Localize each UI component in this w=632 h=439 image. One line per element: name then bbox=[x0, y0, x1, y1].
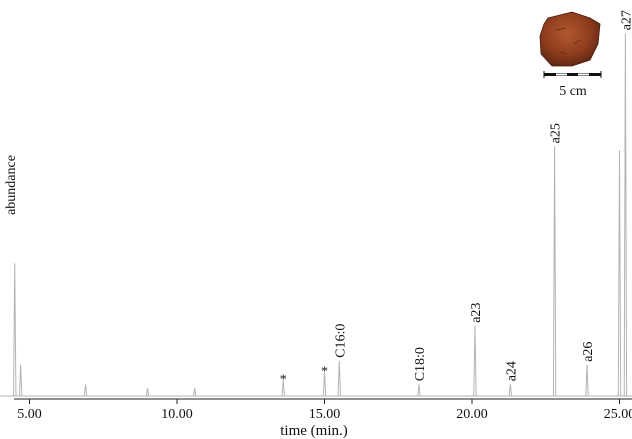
peak-label: a26 bbox=[581, 342, 596, 362]
chromatogram-peak bbox=[281, 380, 285, 397]
chromatogram-peak bbox=[585, 364, 589, 397]
chromatogram-peak bbox=[18, 364, 23, 397]
peak-label: a25 bbox=[549, 123, 564, 143]
chromatogram-peak bbox=[508, 384, 513, 397]
peak-label: * bbox=[280, 372, 287, 387]
peak-label: * bbox=[321, 365, 328, 380]
sherd-inset: 5 cm bbox=[539, 11, 602, 99]
scale-bar-label: 5 cm bbox=[559, 84, 587, 99]
x-tick-label: 10.00 bbox=[161, 407, 193, 422]
chromatogram-peak bbox=[145, 388, 150, 397]
y-axis-label: abundance bbox=[4, 155, 19, 215]
chromatogram-peak bbox=[13, 263, 17, 397]
chromatogram-peak bbox=[617, 150, 622, 397]
x-tick-label: 5.00 bbox=[17, 407, 42, 422]
peak-label: a27 bbox=[619, 10, 632, 30]
x-tick-label: 25.00 bbox=[604, 407, 632, 422]
chromatogram-peak bbox=[83, 384, 88, 397]
chromatogram-peak bbox=[337, 360, 341, 397]
chromatogram-peak bbox=[322, 372, 327, 397]
chromatogram-peak bbox=[552, 146, 557, 397]
peaks-layer bbox=[0, 33, 632, 397]
scale-bar bbox=[543, 71, 602, 78]
chromatogram-peak bbox=[193, 388, 197, 397]
peak-label: C16:0 bbox=[333, 324, 348, 358]
x-tick-label: 15.00 bbox=[309, 407, 341, 422]
x-tick-label: 20.00 bbox=[456, 407, 488, 422]
peak-label: a23 bbox=[469, 303, 484, 323]
chromatogram-peak bbox=[473, 325, 477, 397]
chromatogram-peak bbox=[417, 384, 421, 397]
peak-label: C18:0 bbox=[413, 347, 428, 381]
peak-label: a24 bbox=[504, 361, 519, 381]
potsherd-photo bbox=[539, 11, 601, 67]
peak-labels-layer: **C16:0C18:0a23a24a25a26a27A24a28C24:0a2… bbox=[280, 10, 632, 387]
x-axis-label: time (min.) bbox=[280, 423, 348, 439]
chromatogram-peak bbox=[623, 33, 628, 397]
